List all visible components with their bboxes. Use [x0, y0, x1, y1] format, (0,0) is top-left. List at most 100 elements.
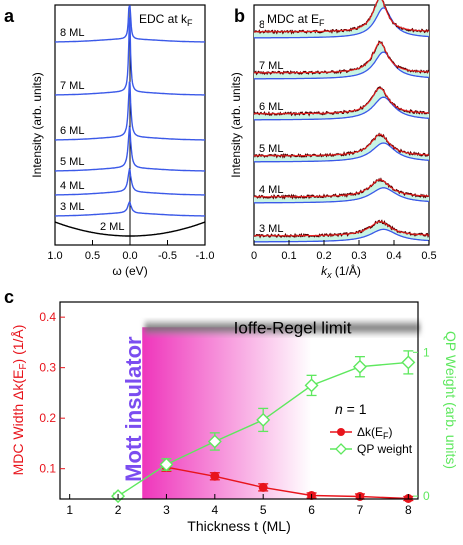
x-tick-label: 2 — [115, 503, 122, 517]
x-tick-label: 0.5 — [421, 250, 436, 262]
edc-curve-label: 5 ML — [60, 156, 84, 168]
ioffe-regel-band — [144, 319, 420, 337]
legend-marker — [335, 443, 347, 455]
x-tick-label: 0.2 — [316, 250, 331, 262]
x-tick-label: 4 — [211, 503, 218, 517]
ioffe-regel-label: Ioffe-Regel limit — [234, 318, 352, 337]
panel-c-ylabel-left-main: MDC Width Δk(E — [10, 370, 26, 476]
panel-c-frame — [59, 301, 419, 500]
mdc-fit — [254, 221, 430, 237]
panel-b-x-ticks: 0 0.1 0.2 0.3 0.4 0.5 — [251, 240, 437, 262]
panel-c-ylabel-left: MDC Width Δk(EF) (1/Å) — [10, 325, 29, 476]
edc-curve-label: 6 ML — [60, 125, 84, 137]
panel-a-x-ticks: 1.0 0.5 0.0 -0.5 -1.0 — [47, 240, 214, 262]
edc-curve-label: 3 ML — [60, 201, 84, 213]
mdc-fit — [254, 41, 429, 74]
mdc-background — [254, 96, 429, 121]
edc-curve — [55, 167, 205, 196]
x-tick-label: 1 — [66, 503, 73, 517]
panel-c-thickness: 1 2 3 4 5 6 7 8 0.1 0.2 0.3 0.4 0 1 Ioffe-Regel limit… — [10, 301, 459, 534]
mdc-fill — [254, 221, 429, 242]
width-point — [258, 482, 268, 492]
y-left-tick-label: 0.1 — [39, 462, 56, 476]
mdc-background — [254, 142, 429, 163]
x-tick-label: 0.1 — [281, 250, 296, 262]
panel-label-c: c — [4, 287, 14, 307]
x-tick-label: 0.5 — [85, 250, 100, 262]
mdc-fit — [254, 179, 430, 198]
panel-a-title-main: EDC at k — [139, 12, 188, 26]
panel-b-title-main: MDC at E — [267, 12, 319, 26]
panel-b-xlabel-sub: x — [326, 270, 332, 280]
mdc-background — [254, 187, 429, 204]
mdc-curve-label: 6 ML — [259, 101, 283, 113]
panel-c-ylabel-left-end: ) (1/Å) — [10, 325, 26, 364]
panel-c-ylabel-left-sub: F — [18, 363, 29, 369]
panel-label-b: b — [234, 6, 245, 26]
panel-c-legend: n = 1 Δk(EF)QP weight — [330, 401, 413, 456]
qp-weight-point — [352, 359, 367, 374]
edc-curve — [55, 5, 205, 43]
panel-a-edc: 8 ML 7 ML 6 ML 5 ML 4 ML 3 ML 2 ML 1.0 0.5 0.0 -0… — [30, 4, 214, 278]
edc-curve-label: 7 ML — [60, 80, 84, 92]
panel-b-xlabel-unit: (1/Å) — [332, 263, 361, 278]
mott-insulator-label: Mott insulator — [121, 336, 146, 482]
panel-a-ylabel: Intensity (arb. units) — [30, 72, 44, 177]
mdc-fit — [254, 0, 430, 33]
qp-weight-point — [401, 355, 416, 370]
panel-b-xlabel-main: k — [321, 264, 328, 278]
legend-label: QP weight — [357, 442, 413, 456]
edc-curve — [55, 81, 205, 141]
panel-label-a: a — [4, 6, 15, 26]
x-tick-label: -0.5 — [158, 250, 177, 262]
qp-weight-point — [207, 434, 222, 449]
mdc-fit — [254, 87, 429, 115]
mott-region — [142, 327, 312, 499]
mdc-curve-label: 4 ML — [259, 184, 283, 196]
y-left-tick-label: 0.4 — [39, 310, 56, 324]
y-right-tick-label: 0 — [423, 489, 430, 503]
edc-curve-label: 2 ML — [100, 221, 124, 233]
panel-c-ticks: 1 2 3 4 5 6 7 8 0.1 0.2 0.3 0.4 0 1 — [39, 310, 430, 517]
panel-c-background — [142, 319, 420, 499]
panel-c-xlabel: Thickness t (ML) — [187, 518, 290, 534]
qp-weight-point — [256, 412, 271, 427]
y-left-tick-label: 0.3 — [39, 361, 56, 375]
panel-a-xlabel: ω (eV) — [112, 264, 147, 278]
mdc-curve-label: 5 ML — [259, 143, 283, 155]
legend-title: n = 1 — [335, 401, 367, 417]
x-tick-label: 8 — [405, 503, 412, 517]
x-tick-label: 7 — [357, 503, 364, 517]
x-tick-label: 0.0 — [122, 250, 137, 262]
x-tick-label: 3 — [163, 503, 170, 517]
x-tick-label: 0 — [251, 250, 257, 262]
qp-weight-point — [304, 378, 319, 393]
panel-a-title-sub: F — [187, 18, 193, 28]
panel-b-ylabel: Intensity (arb. units) — [229, 72, 243, 177]
panel-b-curves — [253, 0, 430, 243]
edc-curve-label: 8 ML — [60, 27, 84, 39]
x-tick-label: 0.3 — [351, 250, 366, 262]
mdc-background — [254, 228, 429, 243]
x-tick-label: -1.0 — [196, 250, 215, 262]
panel-b-title-bg — [264, 9, 350, 29]
legend-label: Δk(EF) — [357, 425, 393, 441]
panel-b-title: MDC at EF — [267, 12, 325, 28]
panel-a-curves — [54, 5, 206, 237]
edc-curve — [55, 125, 205, 172]
mdc-fit — [254, 133, 429, 157]
mdc-fill — [254, 134, 429, 162]
mdc-background — [254, 7, 429, 39]
panel-c-ylabel-right: QP Weight (arb. units) — [443, 331, 459, 469]
mdc-curve-label: 3 ML — [259, 223, 283, 235]
panel-b-title-sub: F — [319, 18, 325, 28]
x-tick-label: 6 — [308, 503, 315, 517]
y-right-tick-label: 1 — [423, 345, 430, 359]
x-tick-label: 1.0 — [47, 250, 62, 262]
panel-a-curve-labels: 8 ML 7 ML 6 ML 5 ML 4 ML 3 ML 2 ML — [60, 27, 124, 233]
edc-curve — [54, 221, 206, 237]
series-line — [166, 466, 409, 500]
panel-b-mdc: 8 ML7 ML6 ML5 ML4 ML3 ML 00.10.20.30.40.… — [229, 0, 437, 280]
edc-curve-label: 4 ML — [60, 180, 84, 192]
